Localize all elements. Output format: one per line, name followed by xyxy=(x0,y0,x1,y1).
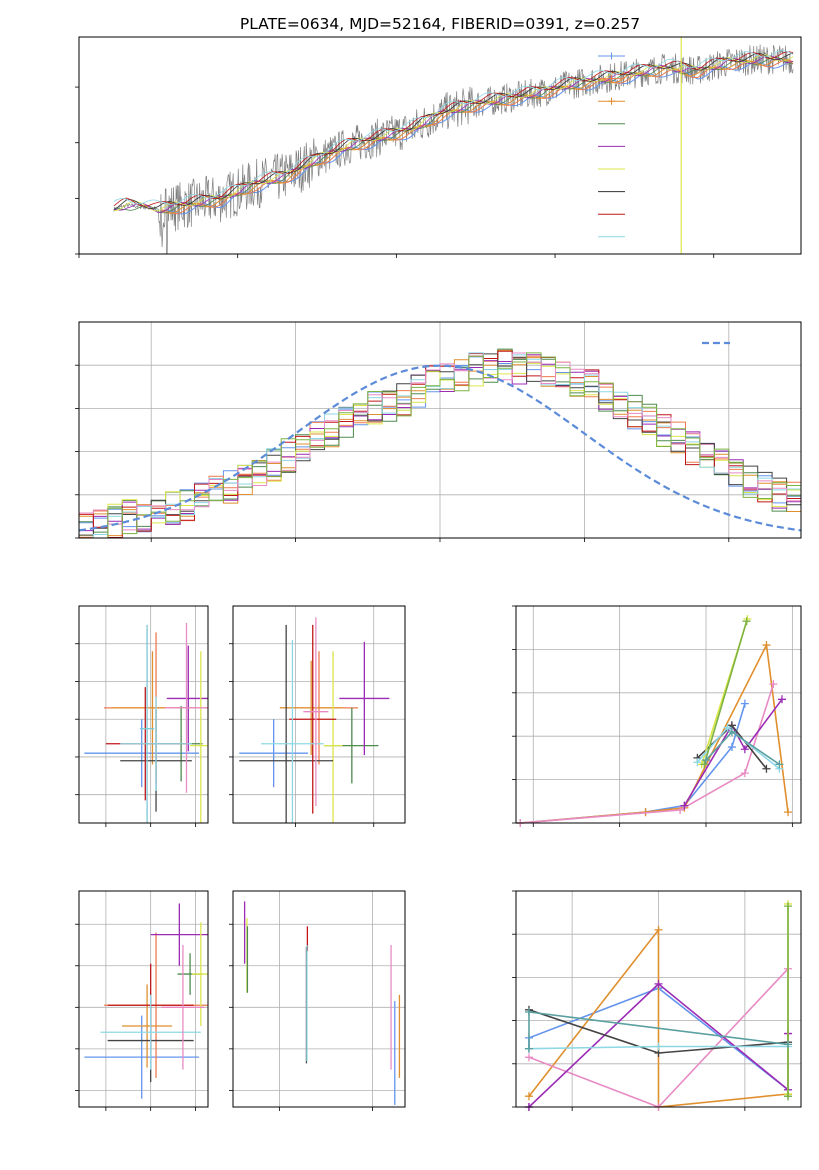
weight-marker xyxy=(680,801,689,810)
model-line xyxy=(161,58,794,214)
weight-line xyxy=(520,683,775,823)
model-line xyxy=(113,54,794,212)
axes-frame xyxy=(232,605,406,824)
weight-marker xyxy=(769,680,778,689)
model-line xyxy=(161,59,794,215)
axes-frame xyxy=(78,605,209,824)
observed-spectrum xyxy=(113,44,794,254)
weight-line xyxy=(703,620,748,765)
panel-weight_vs_Z xyxy=(512,890,802,1111)
histogram-step xyxy=(79,354,801,532)
panel-mass_vs_EBV xyxy=(229,890,406,1111)
panel-spectrum xyxy=(75,36,802,258)
weight-marker xyxy=(524,1053,533,1062)
legend-marker xyxy=(608,97,615,105)
panel-age_vs_mass xyxy=(229,605,406,827)
weight-marker xyxy=(700,760,709,769)
weight-marker xyxy=(784,1092,793,1101)
model-line xyxy=(161,61,794,215)
weight-marker xyxy=(784,808,793,817)
model-line xyxy=(113,49,794,206)
legend-marker xyxy=(608,75,615,83)
weight-marker xyxy=(762,641,771,650)
weight-marker xyxy=(676,805,685,814)
legend-marker xyxy=(608,52,615,60)
weight-marker xyxy=(784,1040,793,1049)
weight-line xyxy=(520,642,789,823)
axes-frame xyxy=(515,890,802,1108)
panel-weight_vs_age xyxy=(512,605,802,827)
model-line xyxy=(113,51,794,207)
weight-marker xyxy=(762,764,771,773)
weight-marker xyxy=(723,723,732,732)
weight-marker xyxy=(742,617,751,626)
weight-line xyxy=(683,698,783,807)
model-line xyxy=(113,52,794,211)
histogram-step xyxy=(79,352,801,531)
weight-marker xyxy=(693,758,702,767)
axes-frame xyxy=(78,36,802,255)
axes-frame xyxy=(232,890,406,1108)
model-line xyxy=(113,56,794,214)
gaussian-curve xyxy=(78,364,802,532)
weight-line xyxy=(520,703,746,823)
axes-frame xyxy=(515,605,802,824)
histogram-step xyxy=(79,352,801,538)
weight-marker xyxy=(654,1042,663,1051)
panel-age_vs_Z xyxy=(75,605,209,827)
weight-marker xyxy=(740,745,749,754)
model-line xyxy=(113,55,794,214)
weight-marker xyxy=(784,902,793,911)
weight-marker xyxy=(775,760,784,769)
weight-marker xyxy=(524,1092,533,1101)
weight-marker xyxy=(740,769,749,778)
figure-title: PLATE=0634, MJD=52164, FIBERID=0391, z=0… xyxy=(240,15,640,33)
panel-histogram xyxy=(75,321,802,542)
weight-marker xyxy=(524,1044,533,1053)
weight-marker xyxy=(727,743,736,752)
weight-marker xyxy=(654,925,663,934)
weight-marker xyxy=(727,727,736,736)
weight-marker xyxy=(702,756,710,765)
weight-marker xyxy=(654,979,663,988)
axes-frame xyxy=(78,321,802,539)
weight-marker xyxy=(778,695,786,704)
weight-marker xyxy=(524,1007,533,1016)
weight-marker xyxy=(740,699,749,708)
weight-line xyxy=(528,927,789,1107)
axes-frame xyxy=(78,890,209,1108)
panel-mass_vs_Z xyxy=(75,890,209,1111)
